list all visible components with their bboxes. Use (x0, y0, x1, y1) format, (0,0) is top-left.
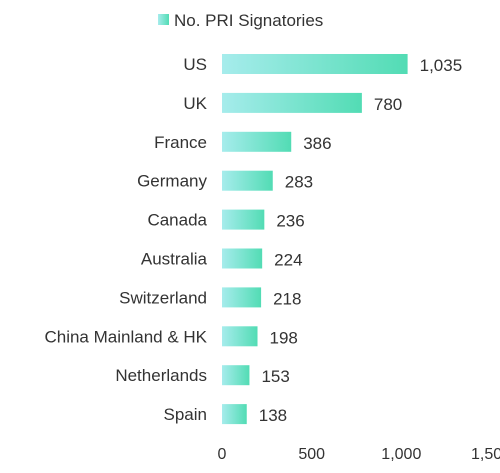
value-labels: 1,035 780 386 283 236 224 218 198 153 138 (259, 56, 462, 425)
category-label: Germany (137, 172, 207, 191)
bar-uk (222, 92, 362, 113)
x-tick-label: 1,000 (381, 446, 421, 463)
value-label: 224 (274, 251, 302, 270)
value-label: 138 (259, 406, 287, 425)
value-label: 780 (374, 95, 402, 114)
bar-spain (222, 404, 247, 425)
x-tick-label: 1,500 (471, 446, 500, 463)
bar-switzerland (222, 287, 262, 308)
x-tick-label: 0 (218, 446, 227, 463)
category-label: Spain (164, 405, 207, 424)
value-label: 1,035 (420, 56, 463, 75)
bar-us (222, 54, 408, 74)
legend-label: No. PRI Signatories (174, 11, 323, 30)
category-label: China Mainland & HK (44, 327, 207, 346)
bar-canada (222, 209, 265, 230)
legend-swatch (158, 14, 169, 25)
value-label: 198 (270, 328, 298, 347)
bars-group (222, 54, 408, 425)
bar-australia (222, 248, 263, 269)
bar-netherlands (222, 365, 250, 386)
category-label: UK (183, 94, 207, 113)
category-label: Netherlands (115, 366, 207, 385)
x-tick-label: 500 (298, 446, 325, 463)
category-label: Canada (147, 211, 207, 230)
bar-china-mainland-hk (222, 326, 258, 347)
bar-germany (222, 170, 273, 191)
x-axis-ticks: 0 500 1,000 1,500 (218, 446, 500, 463)
value-label: 218 (273, 289, 301, 308)
category-label: US (183, 55, 207, 74)
value-label: 236 (276, 212, 304, 231)
value-label: 283 (285, 173, 313, 192)
legend: No. PRI Signatories (158, 11, 323, 30)
category-label: Australia (141, 250, 208, 269)
value-label: 153 (261, 367, 289, 386)
value-label: 386 (303, 134, 331, 153)
category-label: Switzerland (119, 288, 207, 307)
bar-france (222, 131, 292, 152)
category-label: France (154, 133, 207, 152)
category-labels: US UK France Germany Canada Australia Switzerl… (44, 55, 207, 424)
